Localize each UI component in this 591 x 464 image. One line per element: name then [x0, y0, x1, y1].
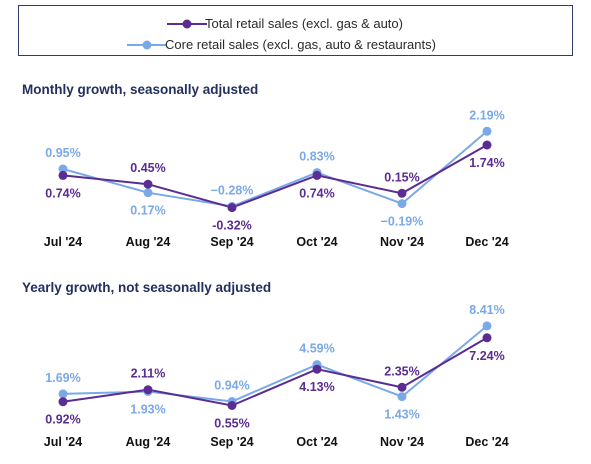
data-label-core: 1.69% — [45, 371, 80, 385]
yearly-chart-title: Yearly growth, not seasonally adjusted — [22, 280, 272, 295]
data-point-total — [227, 203, 237, 213]
x-tick-label: Jul '24 — [44, 435, 82, 449]
legend-item-total: Total retail sales (excl. gas & auto) — [19, 14, 572, 34]
legend-item-core: Core retail sales (excl. gas, auto & res… — [19, 35, 572, 55]
chart-legend: Total retail sales (excl. gas & auto) Co… — [18, 5, 573, 56]
data-point-total — [58, 397, 68, 407]
legend-marker-core — [127, 40, 167, 50]
data-point-total — [58, 170, 68, 180]
data-label-core: 4.59% — [299, 342, 334, 356]
data-label-core: 2.19% — [469, 108, 504, 122]
data-point-total — [143, 179, 153, 189]
data-point-total — [482, 333, 492, 343]
x-tick-label: Dec '24 — [465, 435, 508, 449]
data-label-core: −0.28% — [211, 183, 254, 197]
data-label-total: 0.74% — [299, 186, 334, 200]
data-point-total — [312, 170, 322, 180]
data-label-total: 0.74% — [45, 186, 80, 200]
data-point-core — [58, 164, 68, 174]
legend-label-total: Total retail sales (excl. gas & auto) — [205, 16, 403, 31]
x-tick-label: Nov '24 — [380, 235, 424, 249]
data-label-total: 0.45% — [130, 161, 165, 175]
data-label-total: -0.32% — [212, 219, 252, 233]
data-label-total: 2.35% — [384, 364, 419, 378]
series-line-total — [62, 144, 488, 209]
data-label-core: 8.41% — [469, 303, 504, 317]
monthly-chart-title: Monthly growth, seasonally adjusted — [22, 82, 259, 97]
x-tick-label: Aug '24 — [126, 435, 171, 449]
monthly-growth-chart: 0.74% 0.45% -0.32% 0.74% 0.15% 1.74% 0.95% 0.17… — [44, 108, 509, 249]
data-label-total: 0.15% — [384, 170, 419, 184]
x-tick-label: Oct '24 — [296, 235, 337, 249]
data-label-core: 0.94% — [214, 379, 249, 393]
x-tick-label: Nov '24 — [380, 435, 424, 449]
data-label-total: 1.74% — [469, 156, 504, 170]
x-tick-label: Dec '24 — [465, 235, 508, 249]
yearly-growth-chart: 0.92% 2.11% 0.55% 4.13% 2.35% 7.24% 1.69% 1.93%… — [44, 303, 509, 449]
data-label-total: 4.13% — [299, 380, 334, 394]
data-point-total — [312, 364, 322, 374]
data-label-core: 1.43% — [384, 408, 419, 422]
data-label-total: 0.92% — [45, 413, 80, 427]
data-label-total: 0.55% — [214, 417, 249, 431]
x-tick-label: Sep '24 — [210, 235, 253, 249]
x-tick-label: Oct '24 — [296, 435, 337, 449]
x-tick-label: Sep '24 — [210, 435, 253, 449]
series-line-core — [62, 130, 488, 208]
data-label-core: −0.19% — [381, 215, 424, 229]
data-label-core: 1.93% — [130, 403, 165, 417]
data-label-total: 2.11% — [131, 367, 166, 381]
series-line-core — [62, 325, 488, 403]
data-point-core — [397, 199, 407, 209]
series-line-total — [62, 336, 488, 407]
data-point-total — [397, 188, 407, 198]
data-point-total — [397, 382, 407, 392]
data-label-total: 7.24% — [469, 349, 504, 363]
data-point-core — [482, 321, 492, 331]
x-tick-label: Aug '24 — [126, 235, 171, 249]
data-label-core: 0.17% — [130, 204, 165, 218]
data-point-total — [482, 140, 492, 150]
legend-marker-total — [167, 19, 207, 29]
data-point-core — [143, 188, 153, 198]
data-point-core — [397, 392, 407, 402]
legend-label-core: Core retail sales (excl. gas, auto & res… — [165, 37, 436, 52]
x-tick-label: Jul '24 — [44, 235, 82, 249]
data-label-core: 0.83% — [299, 150, 334, 164]
data-point-core — [58, 389, 68, 399]
data-point-total — [227, 401, 237, 410]
data-point-total — [143, 385, 153, 395]
data-label-core: 0.95% — [45, 146, 80, 160]
data-point-core — [482, 126, 492, 136]
